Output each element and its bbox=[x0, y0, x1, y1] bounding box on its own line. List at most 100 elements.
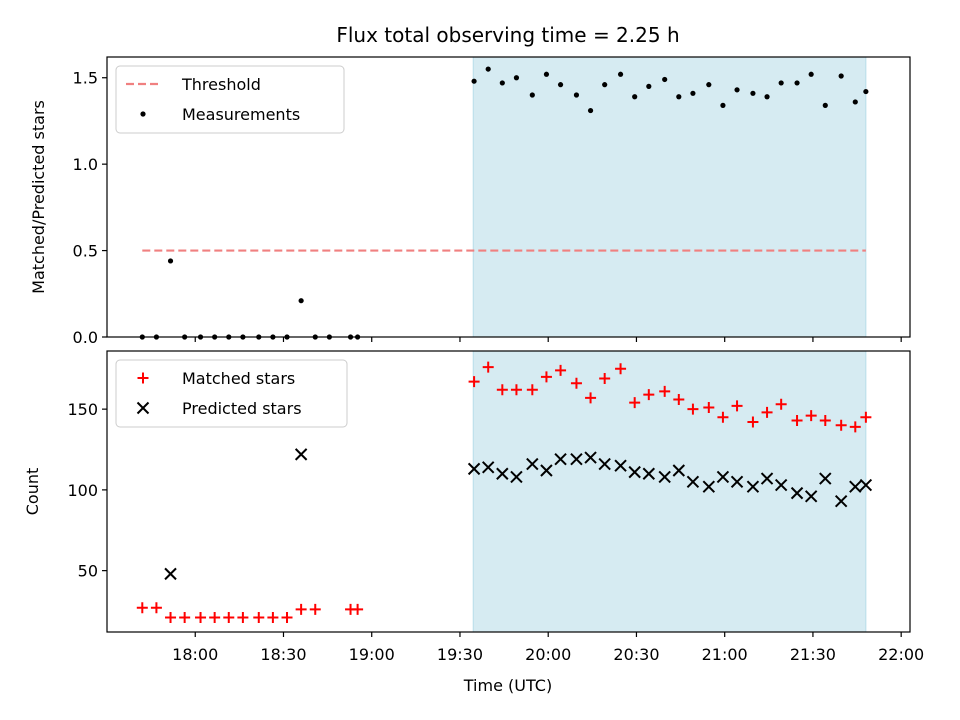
data-point bbox=[352, 603, 364, 615]
data-point bbox=[774, 478, 788, 492]
data-point bbox=[849, 480, 862, 493]
data-point bbox=[703, 402, 715, 414]
data-point bbox=[485, 66, 491, 72]
data-point bbox=[646, 83, 652, 89]
data-point bbox=[543, 71, 550, 77]
data-point bbox=[584, 451, 597, 464]
data-point bbox=[819, 472, 832, 485]
legend-label: Threshold bbox=[181, 75, 261, 94]
data-point bbox=[481, 461, 495, 474]
data-point bbox=[570, 452, 583, 466]
y-tick-label: 0.5 bbox=[73, 242, 98, 261]
data-point bbox=[835, 419, 847, 431]
legend-handle-dot bbox=[140, 111, 146, 117]
data-point bbox=[628, 465, 641, 479]
panel-2: 50 100 150 18:00 18:30 19:00 19:30 20:00 20:30 21… bbox=[23, 350, 924, 664]
data-point bbox=[587, 107, 594, 114]
chart-title: Flux total observing time = 2.25 h bbox=[336, 23, 679, 47]
data-point bbox=[195, 611, 207, 623]
series-matched-stars bbox=[136, 361, 872, 623]
x-tick-label: 19:00 bbox=[349, 645, 395, 664]
data-point bbox=[510, 470, 523, 484]
data-point bbox=[662, 76, 668, 83]
data-point bbox=[778, 80, 784, 86]
plot-layer: 0.0 0.5 1.0 1.5 Matched/Predicted stars Thres… bbox=[23, 56, 924, 664]
data-point bbox=[482, 361, 494, 373]
legend-box bbox=[115, 359, 348, 428]
data-point bbox=[298, 298, 304, 304]
data-point bbox=[775, 398, 787, 410]
x-tick-label: 22:00 bbox=[878, 645, 924, 664]
panel-1: 0.0 0.5 1.0 1.5 Matched/Predicted stars Thres… bbox=[29, 56, 911, 347]
data-point bbox=[790, 486, 804, 500]
data-point bbox=[863, 88, 869, 95]
data-point bbox=[731, 400, 743, 412]
data-point bbox=[602, 82, 608, 88]
data-point bbox=[598, 457, 611, 471]
data-point bbox=[860, 411, 872, 423]
data-point bbox=[167, 258, 174, 264]
data-point bbox=[717, 411, 729, 423]
data-point bbox=[764, 94, 770, 100]
data-point bbox=[804, 490, 818, 503]
x-tick-label: 18:00 bbox=[172, 645, 218, 664]
axes-frame bbox=[106, 350, 911, 633]
legend-handle-plus bbox=[137, 372, 149, 384]
data-point bbox=[632, 94, 638, 100]
data-point bbox=[540, 371, 552, 383]
axes-frame bbox=[106, 56, 911, 338]
data-point bbox=[555, 364, 567, 376]
shaded-observing-region bbox=[472, 350, 867, 633]
data-point bbox=[734, 87, 740, 93]
data-point bbox=[834, 494, 848, 508]
data-point bbox=[540, 464, 553, 477]
y-tick-label: 150 bbox=[67, 400, 98, 419]
x-tick-label: 21:00 bbox=[702, 645, 748, 664]
x-tick-label: 19:30 bbox=[437, 645, 483, 664]
data-point bbox=[585, 392, 597, 404]
data-point bbox=[730, 475, 744, 489]
data-point bbox=[573, 92, 580, 98]
data-point bbox=[615, 363, 627, 375]
data-point bbox=[295, 603, 307, 615]
y-axis-label: Matched/Predicted stars bbox=[29, 100, 48, 294]
data-point bbox=[496, 467, 509, 480]
legend-handle-x bbox=[136, 401, 150, 415]
legend: Matched stars Predicted stars bbox=[115, 359, 348, 428]
data-point bbox=[529, 92, 535, 98]
data-point bbox=[791, 414, 803, 426]
x-tick-label: 20:00 bbox=[525, 645, 571, 664]
y-tick-label: 50 bbox=[78, 562, 98, 581]
legend-box bbox=[115, 65, 345, 134]
data-point bbox=[557, 82, 564, 88]
shaded-observing-region bbox=[472, 56, 867, 338]
data-point bbox=[294, 448, 308, 461]
data-point bbox=[686, 475, 700, 489]
x-axis-label: Time (UTC) bbox=[463, 676, 552, 695]
legend-label: Predicted stars bbox=[182, 399, 302, 418]
data-point bbox=[526, 457, 539, 471]
data-point bbox=[496, 384, 508, 396]
data-point bbox=[659, 385, 671, 397]
data-point bbox=[673, 393, 685, 405]
data-point bbox=[819, 414, 831, 426]
data-point bbox=[599, 372, 611, 384]
data-point bbox=[676, 94, 682, 100]
data-point bbox=[849, 421, 861, 433]
data-point bbox=[720, 102, 726, 108]
data-point bbox=[526, 384, 538, 396]
data-point bbox=[746, 480, 760, 493]
data-point bbox=[761, 406, 773, 418]
data-point bbox=[690, 90, 696, 96]
series-measurements bbox=[139, 66, 869, 340]
data-point bbox=[164, 567, 177, 581]
data-point bbox=[672, 464, 686, 477]
legend: Threshold Measurements bbox=[115, 65, 345, 134]
y-tick-label: 1.5 bbox=[73, 69, 98, 88]
data-point bbox=[658, 470, 671, 484]
series-predicted-stars bbox=[164, 448, 873, 581]
data-point bbox=[716, 470, 730, 484]
data-point bbox=[859, 478, 873, 492]
data-point bbox=[510, 384, 522, 396]
data-point bbox=[702, 480, 716, 493]
